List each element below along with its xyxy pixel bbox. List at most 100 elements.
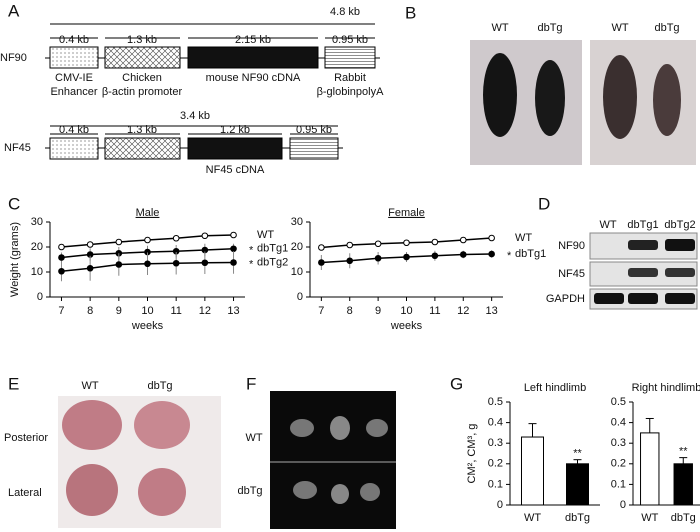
bar bbox=[673, 463, 693, 506]
significance: ** bbox=[679, 446, 688, 458]
band bbox=[665, 268, 695, 277]
chart-title: Right hindlimb bbox=[632, 382, 700, 394]
y-tick-label: 0.5 bbox=[488, 396, 503, 408]
x-axis-label: weeks bbox=[390, 320, 423, 332]
bar bbox=[640, 432, 660, 506]
y-tick-label: 0.1 bbox=[611, 478, 626, 490]
point bbox=[346, 241, 354, 249]
panel-label: B bbox=[405, 3, 416, 22]
point bbox=[86, 264, 94, 272]
caption: Chicken bbox=[122, 72, 162, 84]
y-tick-label: 0.4 bbox=[611, 417, 626, 429]
lane-label: dbTg1 bbox=[627, 219, 658, 231]
segment-length: 1.3 kb bbox=[127, 124, 157, 136]
row-label: NF90 bbox=[558, 240, 585, 252]
charts: 0 10 20 30 Weight (grams) 7 8 9 10 11 12 13 weeks Mal… bbox=[9, 207, 700, 524]
row-label: Posterior bbox=[4, 432, 48, 444]
construct-nf90: 4.8 kb NF90 0.4 kb 1.3 kb 2.15 kb 0.95 k… bbox=[0, 6, 384, 98]
limb bbox=[138, 468, 186, 516]
x-tick-label: 13 bbox=[486, 305, 498, 317]
point bbox=[115, 261, 123, 268]
bone bbox=[360, 483, 380, 501]
point bbox=[459, 236, 467, 244]
point bbox=[431, 238, 439, 246]
segment-length: 2.15 kb bbox=[235, 34, 271, 46]
y-tick-label: 0 bbox=[37, 291, 43, 303]
x-tick-label: dbTg bbox=[565, 512, 590, 524]
point bbox=[431, 252, 439, 260]
point bbox=[459, 251, 467, 258]
y-tick-label: 0.1 bbox=[488, 478, 503, 490]
y-tick-label: 10 bbox=[31, 266, 43, 278]
x-tick-label: WT bbox=[524, 512, 541, 524]
point bbox=[115, 238, 123, 246]
x-tick-label: 8 bbox=[87, 305, 93, 317]
promoter bbox=[104, 137, 181, 160]
enhancer bbox=[49, 137, 99, 160]
cdna bbox=[187, 137, 283, 160]
y-tick-label: 30 bbox=[31, 216, 43, 228]
mouse bbox=[535, 60, 565, 136]
y-tick-label: 0 bbox=[297, 291, 303, 303]
promoter bbox=[104, 46, 181, 69]
significance: ** bbox=[573, 448, 582, 460]
limb bbox=[62, 400, 122, 450]
point bbox=[172, 234, 180, 242]
bone bbox=[330, 416, 350, 440]
y-tick-label: 0.3 bbox=[488, 437, 503, 449]
segment-length: 1.2 kb bbox=[220, 124, 250, 136]
point bbox=[318, 259, 325, 266]
point bbox=[201, 232, 209, 240]
photo-label: WT bbox=[81, 380, 98, 392]
polya bbox=[289, 137, 339, 160]
y-tick-label: 0.2 bbox=[488, 458, 503, 470]
x-tick-label: 10 bbox=[141, 305, 153, 317]
legend-label: dbTg1 bbox=[515, 248, 546, 260]
band bbox=[628, 268, 658, 277]
point bbox=[403, 253, 410, 261]
length-label: 3.4 kb bbox=[180, 110, 210, 122]
mouse bbox=[603, 55, 637, 139]
caption: NF45 cDNA bbox=[206, 164, 265, 176]
x-axis-label: weeks bbox=[131, 320, 164, 332]
y-tick-label: 0.3 bbox=[611, 437, 626, 449]
legend-label: WT bbox=[257, 229, 274, 241]
bone bbox=[366, 419, 388, 437]
legend-label: dbTg2 bbox=[257, 256, 288, 268]
length-label: 4.8 kb bbox=[330, 6, 360, 18]
limb bbox=[66, 464, 118, 516]
bar bbox=[521, 436, 544, 506]
y-tick-label: 20 bbox=[31, 241, 43, 253]
photo-label: dbTg bbox=[147, 380, 172, 392]
panel-label: C bbox=[8, 194, 20, 213]
x-tick-label: 7 bbox=[58, 305, 64, 317]
limb bbox=[134, 401, 190, 449]
x-tick-label: 10 bbox=[400, 305, 412, 317]
mouse bbox=[653, 64, 681, 136]
caption: mouse NF90 cDNA bbox=[206, 72, 301, 84]
point bbox=[201, 259, 209, 267]
legend-label: WT bbox=[515, 232, 532, 244]
lane-label: WT bbox=[599, 219, 616, 231]
construct-name: NF45 bbox=[4, 142, 31, 154]
chart-title: Left hindlimb bbox=[524, 382, 586, 394]
panel-label: A bbox=[8, 1, 20, 20]
point bbox=[58, 267, 65, 275]
point bbox=[58, 254, 65, 261]
x-tick-label: 9 bbox=[116, 305, 122, 317]
caption: β-globinpolyA bbox=[317, 86, 385, 98]
bone bbox=[290, 419, 314, 437]
x-tick-label: 11 bbox=[170, 305, 181, 317]
band bbox=[628, 240, 658, 250]
x-tick-label: 9 bbox=[375, 305, 381, 317]
point bbox=[172, 259, 180, 267]
segment-length: 0.4 kb bbox=[59, 34, 89, 46]
point bbox=[144, 260, 151, 268]
lane-label: dbTg2 bbox=[664, 219, 695, 231]
point bbox=[374, 240, 382, 248]
point bbox=[144, 236, 151, 244]
caption: β-actin promoter bbox=[102, 86, 183, 98]
enhancer bbox=[49, 46, 99, 69]
row-label: Lateral bbox=[8, 487, 42, 499]
